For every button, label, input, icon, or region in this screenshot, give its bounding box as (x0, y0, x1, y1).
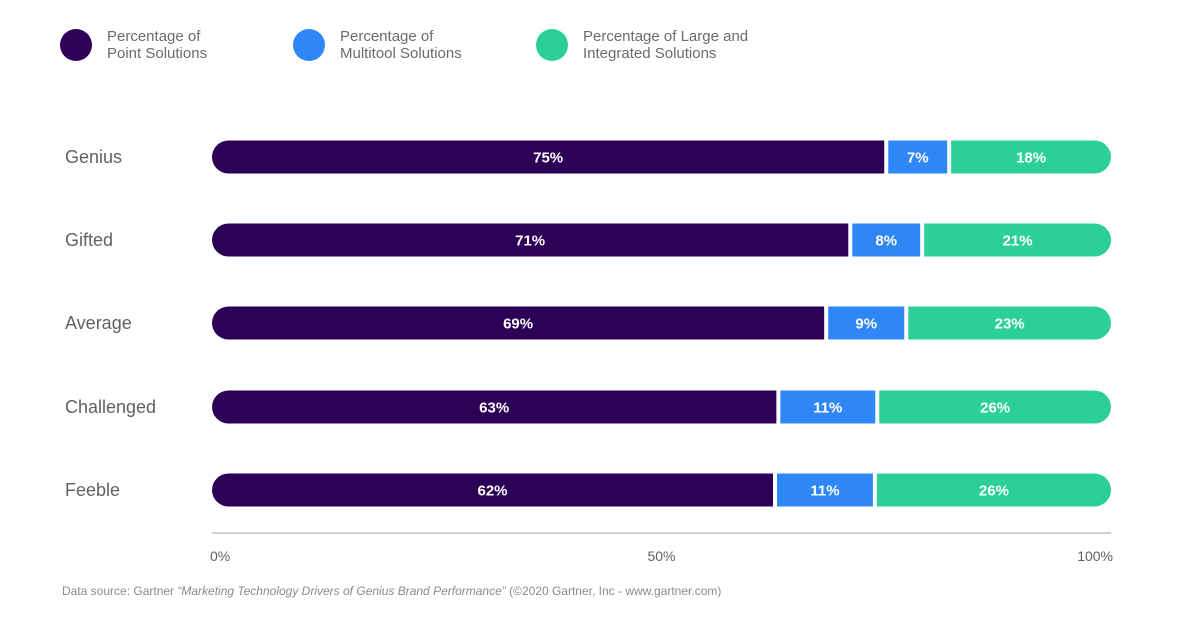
bar-value-label-feeble-multitool-solutions: 11% (810, 483, 839, 500)
legend-swatch-integrated-solutions (536, 29, 568, 61)
category-label-feeble: Feeble (65, 480, 120, 500)
category-label-gifted: Gifted (65, 230, 113, 250)
bar-segment-challenged-point-solutions (212, 390, 777, 424)
legend-label-integrated-solutions: Percentage of Large and Integrated Solut… (583, 28, 749, 62)
legend-item-multitool-solutions: Percentage of Multitool Solutions (293, 28, 530, 62)
legend-label-multitool-solutions: Percentage of Multitool Solutions (340, 28, 462, 62)
legend-label-point-solutions: Percentage of Point Solutions (107, 28, 208, 62)
legend-swatch-point-solutions (60, 29, 92, 61)
legend-swatch-multitool-solutions (293, 29, 325, 61)
legend-item-point-solutions: Percentage of Point Solutions (60, 28, 297, 62)
chart-legend: Percentage of Point Solutions Percentage… (60, 28, 820, 88)
bar-segment-genius-integrated-solutions (951, 140, 1111, 174)
bar-value-label-average-multitool-solutions: 9% (855, 316, 877, 333)
x-tick-label-100: 100% (1077, 548, 1113, 564)
bar-value-label-genius-multitool-solutions: 7% (907, 150, 929, 167)
bar-segment-feeble-point-solutions (212, 473, 774, 507)
bar-value-label-genius-integrated-solutions: 18% (1016, 150, 1046, 167)
bar-value-label-gifted-point-solutions: 71% (515, 233, 545, 250)
source-suffix: (©2020 Gartner, Inc - www.gartner.com) (505, 584, 722, 598)
category-label-genius: Genius (65, 147, 122, 167)
bar-value-label-average-integrated-solutions: 23% (995, 316, 1025, 333)
source-prefix: Data source: Gartner (62, 584, 178, 598)
x-tick-label-50: 50% (647, 548, 675, 564)
source-report-title: “Marketing Technology Drivers of Genius … (177, 584, 506, 598)
bar-value-label-feeble-point-solutions: 62% (477, 483, 507, 500)
bar-value-label-gifted-integrated-solutions: 21% (1003, 233, 1033, 250)
bar-segment-average-integrated-solutions (908, 306, 1111, 340)
bar-segment-average-point-solutions (212, 306, 825, 340)
bar-segment-genius-point-solutions (212, 140, 885, 174)
bar-value-label-challenged-point-solutions: 63% (479, 400, 509, 417)
data-source-note: Data source: Gartner “Marketing Technolo… (62, 584, 721, 598)
bar-value-label-challenged-multitool-solutions: 11% (813, 400, 842, 417)
bar-segment-genius-multitool-solutions (888, 140, 948, 174)
legend-item-integrated-solutions: Percentage of Large and Integrated Solut… (536, 28, 773, 62)
bar-value-label-feeble-integrated-solutions: 26% (979, 483, 1009, 500)
bar-segment-gifted-multitool-solutions (852, 223, 921, 257)
bar-segment-gifted-integrated-solutions (924, 223, 1111, 257)
bar-segment-gifted-point-solutions (212, 223, 849, 257)
bar-segment-feeble-multitool-solutions (777, 473, 873, 507)
bar-value-label-challenged-integrated-solutions: 26% (980, 400, 1010, 417)
x-tick-label-0: 0% (210, 548, 230, 564)
bar-value-label-gifted-multitool-solutions: 8% (875, 233, 897, 250)
category-label-challenged: Challenged (65, 397, 156, 417)
bar-segment-feeble-integrated-solutions (876, 473, 1111, 507)
bar-value-label-average-point-solutions: 69% (503, 316, 533, 333)
bar-segment-challenged-integrated-solutions (879, 390, 1111, 424)
bar-segment-average-multitool-solutions (828, 306, 905, 340)
bar-value-label-genius-point-solutions: 75% (533, 150, 563, 167)
category-label-average: Average (65, 313, 132, 333)
bar-segment-challenged-multitool-solutions (780, 390, 876, 424)
